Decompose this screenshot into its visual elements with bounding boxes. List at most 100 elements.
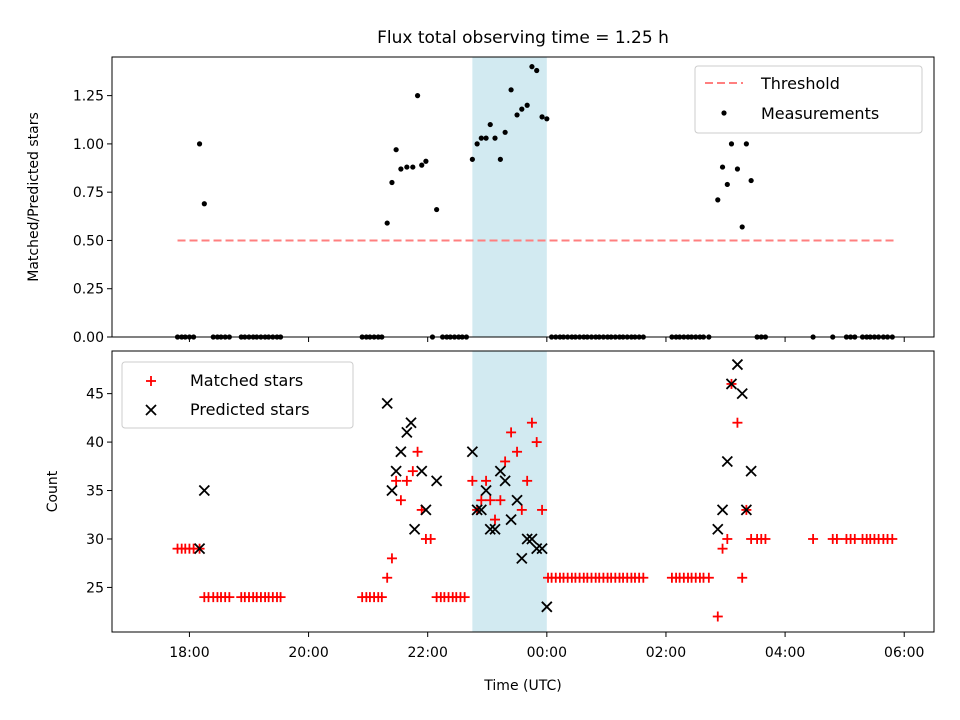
cross-marker-b <box>471 504 483 516</box>
top-axes-frame <box>111 56 935 338</box>
data-point-predicted <box>193 543 206 555</box>
data-point-measurement <box>410 164 416 170</box>
legend-measurement-label: Measurements <box>761 104 879 123</box>
data-point-matched <box>526 417 537 428</box>
data-point-matched <box>376 592 387 603</box>
data-point-measurement <box>393 147 399 153</box>
data-point-matched <box>490 514 501 525</box>
cross-marker-b <box>390 465 402 477</box>
data-point-matched <box>638 572 649 583</box>
legend-box <box>694 65 923 134</box>
data-point-predicted <box>430 475 443 487</box>
data-point-measurement <box>434 206 440 213</box>
data-point-matched <box>391 475 402 486</box>
y-tick-label: 0.75 <box>73 185 104 201</box>
cross-marker-b <box>405 417 417 429</box>
y-tick-label: 35 <box>86 484 104 500</box>
x-tick-label: 06:00 <box>884 645 924 661</box>
data-point-predicted <box>408 523 421 535</box>
data-point-measurement <box>487 121 493 128</box>
top-y-axis-label: Matched/Predicted stars <box>26 112 42 282</box>
cross-marker-b <box>721 455 733 468</box>
data-point-predicted <box>731 358 744 371</box>
cross-marker-b <box>725 378 738 390</box>
data-point-predicted <box>386 484 398 497</box>
cross-marker-b <box>489 523 501 535</box>
data-point-predicted <box>536 543 548 555</box>
data-point-predicted <box>484 523 496 535</box>
cross-marker-b <box>198 484 210 497</box>
data-point-measurement <box>469 156 475 162</box>
data-point-measurement <box>524 102 530 108</box>
cross-marker-b <box>193 543 206 555</box>
cross-marker-b <box>736 387 748 400</box>
data-point-measurement <box>519 106 525 112</box>
legend-matched-label: Matched stars <box>190 371 303 390</box>
data-point-matched <box>425 533 436 544</box>
data-point-measurement <box>497 156 503 162</box>
data-point-matched <box>481 475 492 486</box>
bottom-legend: Matched stars Predicted stars <box>121 361 354 429</box>
data-point-measurement <box>728 141 735 147</box>
cross-marker-b <box>516 552 528 564</box>
cross-marker-b <box>475 504 487 516</box>
data-point-matched <box>531 437 542 448</box>
y-tick-label: 1.00 <box>73 137 104 153</box>
data-point-matched <box>275 592 286 603</box>
bottom-axes-frame <box>111 350 935 633</box>
data-point-measurement <box>201 201 207 207</box>
data-point-predicted <box>395 446 407 458</box>
data-point-predicted <box>390 465 402 477</box>
legend-predicted-label: Predicted stars <box>190 400 310 419</box>
top-legend: Threshold Measurements <box>694 65 923 134</box>
data-point-predicted <box>466 446 479 458</box>
data-point-predicted <box>381 397 393 409</box>
data-point-measurement <box>196 141 203 147</box>
data-point-predicted <box>721 455 733 468</box>
cross-marker-b <box>521 533 533 545</box>
data-point-measurement <box>404 164 410 170</box>
bottom-y-axis-label: Count <box>45 470 61 512</box>
data-point-predicted <box>505 513 517 526</box>
cross-marker-b <box>745 465 757 477</box>
legend-box <box>121 361 354 429</box>
cross-marker-b <box>408 523 421 535</box>
data-point-matched <box>722 533 733 544</box>
data-point-predicted <box>475 504 487 516</box>
data-point-measurement <box>389 179 395 186</box>
data-point-measurement <box>748 177 754 184</box>
cross-marker-b <box>731 358 744 371</box>
data-point-predicted <box>420 504 432 516</box>
data-point-predicted <box>480 484 492 497</box>
data-point-measurement <box>739 224 745 230</box>
data-point-measurement <box>483 135 489 141</box>
data-point-matched <box>732 417 743 428</box>
cross-marker-b <box>484 523 496 535</box>
legend-measurement-swatch <box>721 110 727 116</box>
data-point-predicted <box>511 494 523 506</box>
data-point-predicted <box>471 504 483 516</box>
data-point-matched <box>485 495 496 506</box>
data-point-predicted <box>740 504 753 516</box>
cross-marker-b <box>430 475 443 487</box>
data-point-predicted <box>745 465 757 477</box>
data-point-measurement <box>502 129 508 135</box>
data-point-matched <box>395 495 406 506</box>
cross-marker-b <box>416 465 428 477</box>
data-point-measurement <box>514 112 520 118</box>
data-point-measurement <box>492 135 498 141</box>
bottom-panel: 25 30 35 40 45 18:00 20:00 22:00 00:00 02:00 04:00… <box>45 350 935 661</box>
data-point-matched <box>500 456 511 467</box>
x-tick-label: 02:00 <box>646 645 686 661</box>
data-point-measurement <box>715 197 721 203</box>
data-point-predicted <box>494 465 507 477</box>
cross-marker-b <box>480 484 492 497</box>
data-point-measurement <box>743 141 749 147</box>
data-point-predicted <box>736 387 748 400</box>
top-panel: 0.00 0.25 0.50 0.75 1.00 1.25 Matched/Predicte… <box>26 56 935 346</box>
data-point-matched <box>522 475 533 486</box>
bottom-shaded-interval <box>472 351 547 632</box>
figure-title: Flux total observing time = 1.25 h <box>377 28 669 48</box>
y-tick-label: 0.00 <box>73 330 104 346</box>
data-point-measurement <box>534 67 540 74</box>
